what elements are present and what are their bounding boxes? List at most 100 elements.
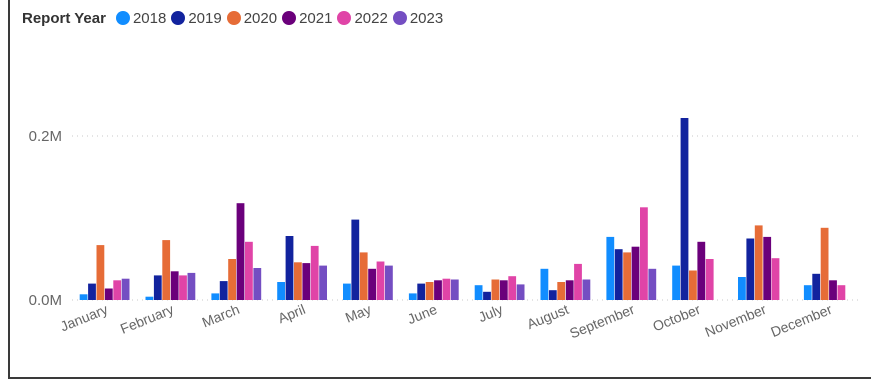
legend-marker bbox=[226, 11, 241, 25]
legend-marker bbox=[171, 11, 186, 25]
bar[interactable] bbox=[803, 285, 812, 300]
bar[interactable] bbox=[88, 283, 96, 300]
bar[interactable] bbox=[738, 277, 746, 300]
bar[interactable] bbox=[310, 245, 319, 300]
bar[interactable] bbox=[253, 268, 262, 300]
bar[interactable] bbox=[705, 259, 714, 300]
bar[interactable] bbox=[236, 203, 245, 300]
bar[interactable] bbox=[516, 284, 525, 300]
x-tick-label: June bbox=[405, 301, 439, 327]
bar[interactable] bbox=[211, 293, 220, 300]
legend-marker bbox=[115, 11, 130, 25]
bar[interactable] bbox=[277, 282, 285, 300]
bar[interactable] bbox=[425, 282, 434, 300]
bar[interactable] bbox=[754, 225, 763, 300]
bar[interactable] bbox=[508, 276, 517, 300]
bar[interactable] bbox=[450, 279, 459, 301]
bar[interactable] bbox=[582, 279, 591, 301]
bar[interactable] bbox=[245, 241, 253, 300]
y-tick-label: 0.2M bbox=[29, 128, 62, 145]
bar[interactable] bbox=[540, 268, 549, 300]
bar[interactable] bbox=[648, 268, 657, 300]
x-tick-label: April bbox=[276, 301, 308, 326]
bar[interactable] bbox=[179, 275, 187, 300]
bar[interactable] bbox=[376, 261, 385, 301]
x-tick-label: December bbox=[768, 301, 834, 340]
bar[interactable] bbox=[640, 207, 648, 300]
bar[interactable] bbox=[162, 240, 171, 300]
legend-label: 2023 bbox=[409, 9, 444, 27]
bar[interactable] bbox=[812, 273, 821, 300]
bar[interactable] bbox=[623, 252, 631, 300]
legend-item-2023[interactable]: 2023 bbox=[392, 9, 444, 27]
x-tick-label: September bbox=[567, 301, 637, 342]
legend-marker bbox=[282, 11, 297, 25]
bar[interactable] bbox=[294, 262, 302, 300]
bar[interactable] bbox=[434, 280, 442, 300]
legend-item-2022[interactable]: 2022 bbox=[337, 9, 388, 27]
bar[interactable] bbox=[145, 296, 154, 300]
bar[interactable] bbox=[606, 236, 615, 300]
bar[interactable] bbox=[689, 270, 697, 301]
bar[interactable] bbox=[228, 259, 236, 300]
x-tick-label: November bbox=[702, 301, 768, 340]
legend-label: 2022 bbox=[354, 9, 388, 27]
bar[interactable] bbox=[771, 258, 780, 300]
bar[interactable] bbox=[385, 265, 393, 300]
bar[interactable] bbox=[79, 294, 88, 300]
bar[interactable] bbox=[442, 278, 451, 300]
bar[interactable] bbox=[631, 246, 640, 300]
bar[interactable] bbox=[574, 263, 582, 300]
bar[interactable] bbox=[499, 280, 508, 300]
bar[interactable] bbox=[351, 219, 360, 300]
bar[interactable] bbox=[820, 227, 829, 300]
legend-label: 2021 bbox=[299, 9, 333, 27]
bar[interactable] bbox=[829, 280, 837, 300]
x-tick-label: October bbox=[650, 301, 702, 335]
bar[interactable] bbox=[121, 278, 130, 300]
bar[interactable] bbox=[343, 283, 351, 300]
x-tick-label: July bbox=[476, 301, 505, 325]
legend-item-2020[interactable]: 2020 bbox=[226, 10, 277, 27]
bar[interactable] bbox=[763, 236, 772, 300]
bar[interactable] bbox=[680, 118, 689, 300]
bar[interactable] bbox=[417, 283, 426, 300]
x-tick-label: January bbox=[58, 301, 110, 334]
bar[interactable] bbox=[104, 288, 113, 301]
bar[interactable] bbox=[565, 280, 574, 300]
legend: Report Year 2018 2019 2020 2021 2022 202… bbox=[22, 7, 448, 29]
legend-title: Report Year bbox=[22, 9, 106, 27]
bar[interactable] bbox=[359, 252, 368, 300]
x-tick-label: May bbox=[343, 301, 374, 326]
legend-item-2019[interactable]: 2019 bbox=[171, 9, 222, 27]
bar[interactable] bbox=[302, 263, 311, 300]
bar[interactable] bbox=[614, 249, 623, 300]
bar[interactable] bbox=[170, 271, 179, 300]
legend-marker bbox=[392, 11, 407, 25]
bar[interactable] bbox=[319, 265, 327, 300]
bar[interactable] bbox=[219, 281, 228, 300]
bar[interactable] bbox=[113, 280, 122, 300]
bar[interactable] bbox=[697, 241, 706, 300]
bar[interactable] bbox=[285, 236, 294, 300]
legend-label: 2019 bbox=[188, 9, 222, 27]
bar[interactable] bbox=[672, 265, 680, 300]
bar[interactable] bbox=[746, 238, 755, 301]
bar[interactable] bbox=[474, 285, 483, 300]
bar[interactable] bbox=[187, 272, 196, 300]
legend-item-2021[interactable]: 2021 bbox=[282, 10, 332, 27]
bar[interactable] bbox=[837, 285, 846, 300]
bar[interactable] bbox=[557, 282, 566, 300]
bar[interactable] bbox=[368, 268, 376, 300]
legend-marker bbox=[337, 11, 352, 25]
x-tick-label: February bbox=[118, 301, 176, 337]
chart-frame bbox=[8, 0, 871, 379]
bar[interactable] bbox=[483, 291, 491, 300]
legend-label: 2018 bbox=[132, 9, 167, 27]
bar[interactable] bbox=[548, 290, 557, 300]
bar[interactable] bbox=[153, 275, 162, 300]
legend-item-2018[interactable]: 2018 bbox=[115, 9, 167, 27]
bar[interactable] bbox=[491, 279, 500, 301]
bar[interactable] bbox=[96, 245, 105, 300]
bar[interactable] bbox=[408, 293, 417, 300]
